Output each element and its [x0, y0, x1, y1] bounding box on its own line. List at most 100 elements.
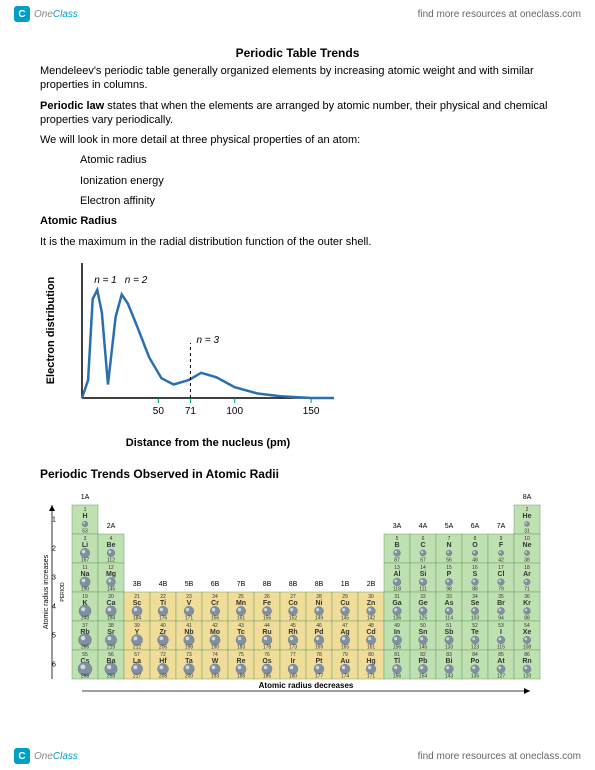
svg-text:Hg: Hg	[366, 658, 375, 665]
svg-text:135: 135	[471, 673, 480, 679]
brand-text: OneClass	[34, 9, 78, 20]
svg-text:190: 190	[211, 644, 220, 650]
svg-text:6A: 6A	[471, 523, 480, 530]
svg-text:154: 154	[419, 673, 428, 679]
svg-text:127: 127	[497, 673, 506, 679]
svg-text:136: 136	[393, 615, 402, 621]
svg-text:7B: 7B	[237, 581, 246, 588]
properties-intro: We will look in more detail at three phy…	[40, 133, 555, 147]
svg-text:103: 103	[471, 615, 480, 621]
svg-text:145: 145	[107, 586, 116, 592]
svg-text:87: 87	[394, 557, 400, 563]
svg-text:149: 149	[315, 615, 324, 621]
svg-text:200: 200	[185, 673, 194, 679]
svg-text:42: 42	[498, 557, 504, 563]
svg-text:166: 166	[211, 615, 220, 621]
svg-text:115: 115	[497, 644, 505, 650]
svg-text:169: 169	[315, 644, 324, 650]
svg-text:79: 79	[498, 586, 504, 592]
svg-text:120: 120	[523, 673, 532, 679]
svg-text:Distance from the nucleus (pm): Distance from the nucleus (pm)	[126, 437, 291, 449]
svg-text:298: 298	[81, 673, 90, 679]
svg-text:5B: 5B	[185, 581, 194, 588]
svg-text:V: V	[187, 600, 192, 607]
brand-logo-icon-footer: C	[14, 748, 30, 764]
svg-text:Si: Si	[420, 571, 427, 578]
svg-text:n = 1: n = 1	[94, 275, 117, 286]
svg-text:156: 156	[263, 615, 272, 621]
svg-text:212: 212	[133, 644, 142, 650]
svg-text:184: 184	[133, 615, 142, 621]
page-header: C OneClass find more resources at onecla…	[0, 0, 595, 28]
svg-text:243: 243	[81, 615, 90, 621]
svg-text:206: 206	[159, 644, 168, 650]
svg-text:H: H	[82, 513, 87, 520]
svg-text:Mg: Mg	[106, 571, 116, 578]
svg-text:171: 171	[185, 615, 194, 621]
svg-text:133: 133	[445, 644, 454, 650]
svg-text:208: 208	[159, 673, 168, 679]
svg-text:56: 56	[446, 557, 452, 563]
svg-text:177: 177	[315, 673, 324, 679]
svg-text:123: 123	[471, 644, 480, 650]
list-atomic-radius: Atomic radius	[40, 153, 555, 167]
svg-text:Rn: Rn	[522, 658, 531, 665]
svg-text:150: 150	[303, 406, 320, 417]
svg-text:3A: 3A	[393, 523, 402, 530]
svg-text:178: 178	[263, 644, 272, 650]
svg-text:8B: 8B	[289, 581, 298, 588]
svg-text:219: 219	[107, 644, 116, 650]
svg-text:190: 190	[81, 586, 90, 592]
svg-text:4B: 4B	[159, 581, 168, 588]
svg-text:6B: 6B	[211, 581, 220, 588]
svg-text:He: He	[523, 513, 532, 520]
svg-text:100: 100	[226, 406, 243, 417]
svg-text:145: 145	[341, 615, 350, 621]
svg-text:143: 143	[445, 673, 454, 679]
svg-text:145: 145	[419, 644, 428, 650]
svg-text:B: B	[394, 542, 399, 549]
svg-text:125: 125	[419, 615, 428, 621]
svg-text:S: S	[473, 571, 478, 578]
svg-text:C: C	[420, 542, 425, 549]
svg-text:3B: 3B	[133, 581, 142, 588]
svg-text:Mn: Mn	[236, 600, 246, 607]
brand-text-class-footer: Class	[53, 751, 78, 762]
svg-text:53: 53	[82, 528, 88, 534]
svg-text:Sb: Sb	[445, 629, 454, 636]
atomic-radius-heading: Atomic Radius	[40, 214, 555, 228]
svg-text:Xe: Xe	[523, 629, 532, 636]
header-resources-link[interactable]: find more resources at oneclass.com	[418, 9, 581, 20]
periodic-law-label: Periodic law	[40, 100, 104, 112]
svg-text:2: 2	[52, 545, 56, 552]
svg-text:112: 112	[107, 557, 115, 563]
brand-logo-icon: C	[14, 6, 30, 22]
svg-text:Ar: Ar	[523, 571, 531, 578]
observed-trends-heading: Periodic Trends Observed in Atomic Radii	[40, 467, 555, 481]
atomic-radius-def: It is the maximum in the radial distribu…	[40, 235, 555, 249]
svg-text:71: 71	[524, 586, 530, 592]
radial-distribution-chart: 5071100150n = 1n = 2n = 3Distance from t…	[40, 257, 555, 455]
svg-text:142: 142	[367, 615, 376, 621]
svg-text:Rh: Rh	[288, 629, 297, 636]
svg-text:265: 265	[81, 644, 90, 650]
svg-text:180: 180	[289, 673, 298, 679]
intro-paragraph: Mendeleev's periodic table generally org…	[40, 64, 555, 93]
svg-text:114: 114	[445, 615, 453, 621]
svg-text:In: In	[394, 629, 400, 636]
svg-text:Po: Po	[471, 658, 480, 665]
svg-text:Kr: Kr	[523, 600, 531, 607]
svg-text:50: 50	[153, 406, 165, 417]
periodic-law-text: states that when the elements are arrang…	[40, 100, 548, 126]
svg-text:Br: Br	[497, 600, 505, 607]
svg-text:1B: 1B	[341, 581, 350, 588]
periodic-table-svg: 1A2A3B4B5B6B7B8B8B8B1B2B3A4A5A6A7A8A1234…	[40, 487, 560, 697]
svg-text:161: 161	[237, 615, 246, 621]
svg-text:193: 193	[211, 673, 220, 679]
svg-text:Sn: Sn	[419, 629, 428, 636]
svg-text:194: 194	[107, 615, 116, 621]
svg-text:156: 156	[393, 644, 402, 650]
footer-resources-link[interactable]: find more resources at oneclass.com	[418, 751, 581, 762]
svg-text:Te: Te	[471, 629, 479, 636]
svg-text:8B: 8B	[263, 581, 272, 588]
